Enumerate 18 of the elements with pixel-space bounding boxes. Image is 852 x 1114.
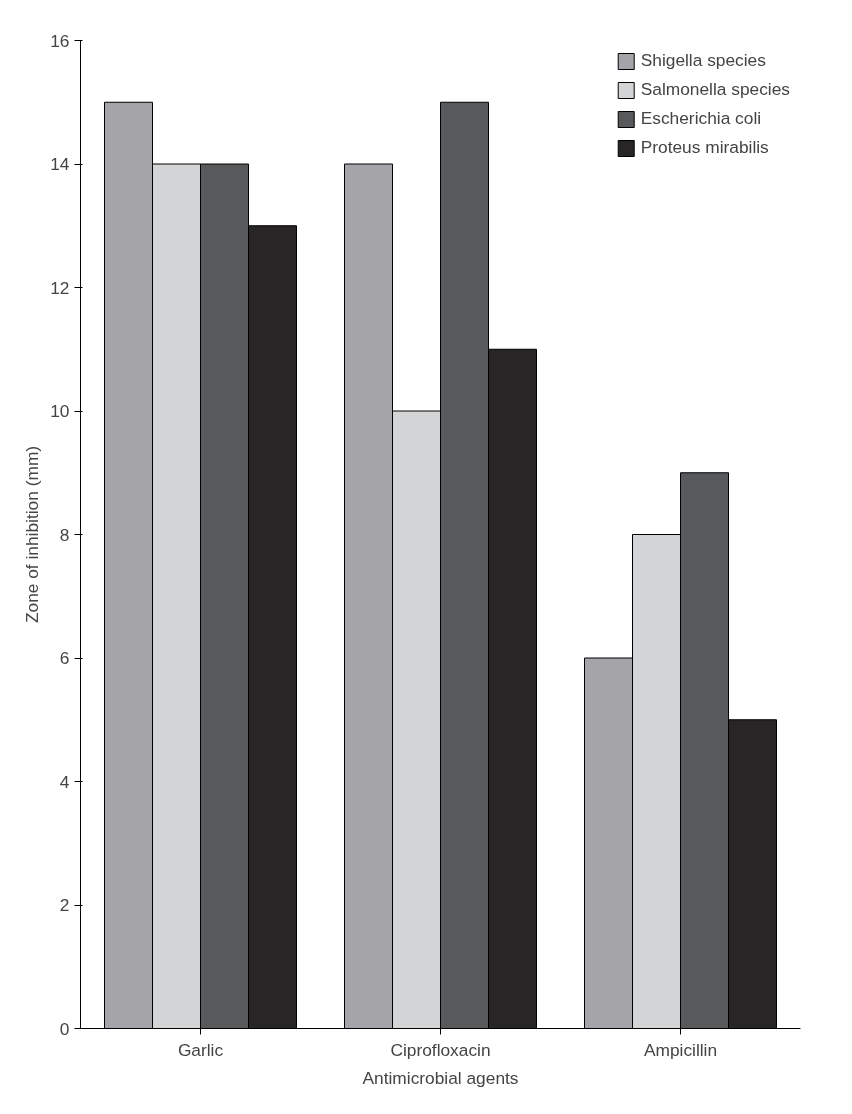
x-axis-title: Antimicrobial agents [362, 1067, 519, 1088]
y-tick-label: 10 [50, 401, 70, 421]
x-tick-label: Ciprofloxacin [390, 1039, 491, 1060]
legend-label: Shigella species [640, 50, 766, 71]
y-tick-label: 12 [50, 277, 70, 298]
y-tick-label: 14 [50, 154, 70, 174]
y-tick-label: 6 [59, 648, 70, 668]
y-tick-label: 0 [59, 1018, 70, 1039]
y-tick-label: 16 [50, 30, 70, 51]
x-tick-label: Garlic [177, 1039, 224, 1060]
legend-label: Salmonella species [640, 79, 790, 100]
x-tick-label: Ampicillin [643, 1039, 718, 1060]
y-tick-label: 4 [59, 771, 70, 792]
legend-label: Proteus mirabilis [640, 137, 769, 158]
y-tick-label: 2 [59, 895, 70, 915]
legend-label: Escherichia coli [640, 108, 762, 129]
y-tick-label: 8 [59, 524, 70, 545]
y-axis-title: Zone of inhibition (mm) [22, 445, 43, 624]
